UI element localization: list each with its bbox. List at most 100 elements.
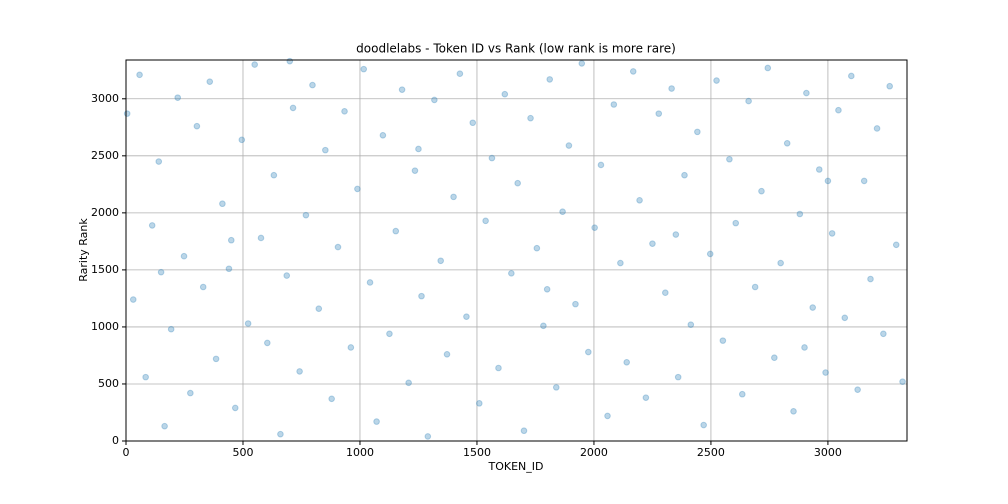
point	[783, 139, 791, 147]
point	[469, 119, 477, 127]
point	[617, 259, 624, 267]
point	[411, 167, 419, 174]
point	[415, 145, 422, 153]
point	[867, 275, 874, 283]
point	[681, 171, 688, 179]
point	[610, 101, 618, 108]
point	[328, 395, 335, 403]
point	[543, 285, 551, 293]
point	[572, 300, 579, 308]
point	[629, 68, 637, 75]
x-tick-label: 1000	[346, 446, 374, 459]
point	[392, 227, 400, 235]
point	[270, 171, 278, 179]
point	[801, 344, 808, 351]
point	[142, 373, 149, 381]
point	[456, 70, 464, 77]
point	[848, 72, 855, 80]
point	[559, 208, 566, 216]
point	[706, 250, 714, 258]
point	[815, 166, 823, 173]
point	[892, 241, 900, 249]
point	[283, 272, 291, 279]
point	[206, 78, 214, 85]
point	[514, 179, 521, 187]
point	[431, 96, 438, 104]
point	[251, 61, 258, 68]
y-tick-label: 1500	[91, 263, 119, 276]
point	[674, 373, 682, 381]
point	[591, 224, 598, 231]
point	[405, 379, 412, 387]
point	[828, 230, 836, 237]
point	[334, 243, 342, 251]
y-tick-label: 1000	[91, 320, 119, 333]
point	[347, 344, 355, 351]
x-tick-label: 2000	[580, 446, 608, 459]
point	[286, 57, 294, 65]
point	[585, 348, 592, 356]
point	[508, 270, 515, 277]
point	[732, 219, 740, 227]
y-tick-label: 2000	[91, 206, 119, 219]
point	[373, 418, 380, 425]
point	[520, 427, 528, 435]
point	[636, 197, 643, 204]
point	[713, 77, 720, 84]
point	[822, 369, 829, 376]
y-tick-label: 0	[112, 434, 119, 447]
point	[212, 355, 220, 363]
point	[873, 125, 881, 132]
point	[231, 404, 239, 412]
point	[540, 322, 547, 330]
y-tick-label: 2500	[91, 149, 119, 162]
point	[751, 283, 759, 291]
point	[482, 217, 489, 225]
point	[148, 222, 156, 229]
y-tick-label: 3000	[91, 92, 119, 105]
point	[672, 231, 680, 238]
point	[719, 337, 727, 344]
point	[322, 146, 329, 154]
point	[360, 65, 368, 73]
plot-frame	[125, 59, 908, 442]
point	[533, 244, 541, 252]
point	[296, 368, 303, 375]
point	[341, 108, 348, 115]
point	[668, 85, 675, 92]
point	[835, 106, 842, 114]
x-tick-label: 2500	[697, 446, 725, 459]
point	[649, 240, 656, 247]
point	[886, 82, 893, 90]
point	[257, 234, 265, 242]
point	[726, 155, 733, 163]
x-tick-label: 0	[123, 446, 130, 459]
point	[597, 161, 605, 169]
point	[809, 304, 817, 311]
point	[662, 289, 669, 297]
point	[180, 252, 188, 260]
point	[437, 257, 444, 265]
point	[578, 60, 586, 67]
point	[488, 154, 496, 162]
point	[880, 330, 887, 338]
point	[315, 305, 323, 312]
x-tick-label: 3000	[814, 446, 842, 459]
point	[771, 354, 778, 362]
x-tick-label: 500	[232, 446, 253, 459]
point	[225, 265, 233, 273]
point	[501, 90, 509, 98]
y-axis-label: Rarity Rank	[77, 218, 90, 282]
point	[264, 339, 271, 347]
point	[161, 422, 168, 430]
point	[700, 421, 707, 429]
point	[860, 177, 868, 185]
point	[450, 193, 457, 201]
point	[289, 104, 297, 112]
point	[764, 64, 772, 72]
point	[655, 110, 663, 117]
point	[227, 236, 235, 244]
point	[123, 110, 131, 117]
